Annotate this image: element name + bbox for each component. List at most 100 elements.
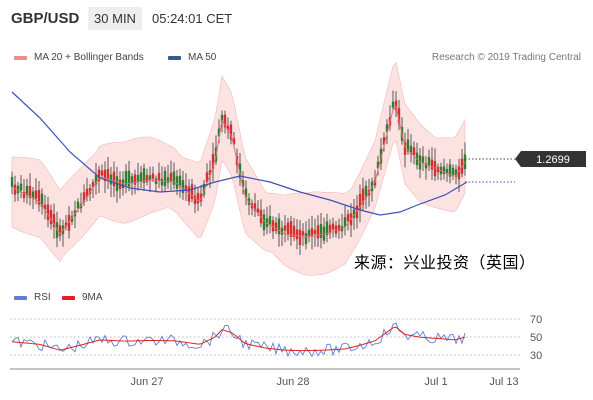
candle-body [376, 161, 380, 169]
candle-body [343, 217, 347, 228]
candle-body [253, 203, 257, 211]
candle-body [394, 100, 398, 110]
source-watermark: 来源：兴业投资（英国） [354, 253, 536, 272]
candle-body [136, 174, 140, 182]
candle-body [46, 204, 50, 221]
candle-body [154, 178, 158, 185]
candle-body [220, 114, 224, 123]
candle-body [49, 210, 53, 225]
candle-body [391, 101, 395, 108]
candle-body [364, 185, 368, 198]
candle-body [106, 169, 110, 180]
candle-body [448, 164, 452, 177]
candle-body [64, 222, 68, 227]
candle-body [445, 168, 449, 174]
candle-body [25, 185, 29, 196]
candle-body [457, 166, 461, 180]
candle-body [283, 225, 287, 231]
candle-body [295, 229, 299, 240]
candle-body [301, 231, 305, 236]
x-tick-label: Jul 1 [424, 376, 447, 388]
candle-body [145, 175, 149, 183]
candle-body [427, 157, 431, 167]
x-tick-label: Jun 28 [276, 376, 309, 388]
candle-body [85, 188, 89, 198]
candle-body [202, 183, 206, 195]
candle-body [310, 228, 314, 237]
candle-body [103, 169, 107, 182]
candle-body [325, 221, 329, 235]
candle-body [223, 114, 227, 128]
candle-body [463, 154, 467, 170]
candle-body [412, 147, 416, 155]
candle-body [262, 214, 266, 230]
candle-body [205, 172, 209, 183]
candle-body [271, 220, 275, 232]
candle-body [67, 214, 71, 231]
candle-body [142, 168, 146, 184]
candle-body [13, 184, 17, 195]
candle-body [109, 174, 113, 185]
candle-body [433, 161, 437, 177]
rsi-swatch [14, 295, 27, 300]
ma50-line [11, 91, 468, 216]
candle-body [244, 188, 248, 198]
candle-body [268, 216, 272, 225]
candle-body [238, 163, 242, 179]
candle-body [184, 185, 188, 191]
candle-body [88, 188, 92, 194]
candle-body [34, 190, 38, 199]
x-tick-label: Jun 27 [130, 376, 163, 388]
axis-layer: Jun 27 Jun 28 Jul 1 Jul 13 70 50 30 [10, 314, 542, 388]
candle-body [442, 166, 446, 174]
candle-body [397, 107, 401, 124]
candle-body [82, 192, 86, 203]
candle-body [406, 139, 410, 152]
candle-body [76, 201, 80, 209]
candle-body [199, 193, 203, 202]
candle-body [361, 188, 365, 205]
timeframe-selector[interactable]: 30 MIN [88, 7, 142, 30]
candle-body [217, 128, 221, 137]
legend-rsi-ma: 9MA [62, 292, 103, 303]
ma20-line [11, 105, 466, 238]
candle-body [133, 174, 137, 185]
ma50-label: MA 50 [188, 52, 217, 63]
candle-body [328, 224, 332, 234]
bollinger-swatch [14, 55, 27, 60]
candle-body [175, 176, 179, 189]
candle-body [190, 184, 194, 199]
candle-body [337, 224, 341, 231]
candle-body [163, 170, 167, 187]
candle-body [70, 216, 74, 222]
candle-body [130, 176, 134, 183]
candle-body [256, 208, 260, 213]
candle-body [196, 192, 200, 204]
rsi-layer [11, 322, 466, 358]
candle-body [43, 204, 47, 210]
candle-body [58, 225, 62, 236]
candle-body [307, 229, 311, 236]
rsi-label: RSI [34, 292, 51, 303]
price-tag: 1.2699 [465, 151, 586, 167]
candle-body [166, 177, 170, 183]
candle-body [112, 171, 116, 187]
candle-body [10, 176, 14, 187]
candle-body [148, 175, 152, 181]
candle-body [97, 169, 101, 182]
currency-pair-title: GBP/USD [11, 10, 80, 27]
candle-body [451, 167, 455, 175]
candle-body [151, 173, 155, 179]
candle-body [352, 209, 356, 218]
chart-header: GBP/USD 30 MIN 05:24:01 CET [0, 0, 593, 38]
rsi-ma-swatch [62, 295, 75, 300]
candle-body [409, 145, 413, 154]
x-tick-label: Jul 13 [489, 376, 518, 388]
candle-body [181, 180, 185, 194]
candle-body [211, 154, 215, 169]
candle-body [157, 172, 161, 181]
rsi-level-label: 70 [530, 314, 542, 326]
candle-body [403, 142, 407, 155]
candle-body [382, 137, 386, 145]
